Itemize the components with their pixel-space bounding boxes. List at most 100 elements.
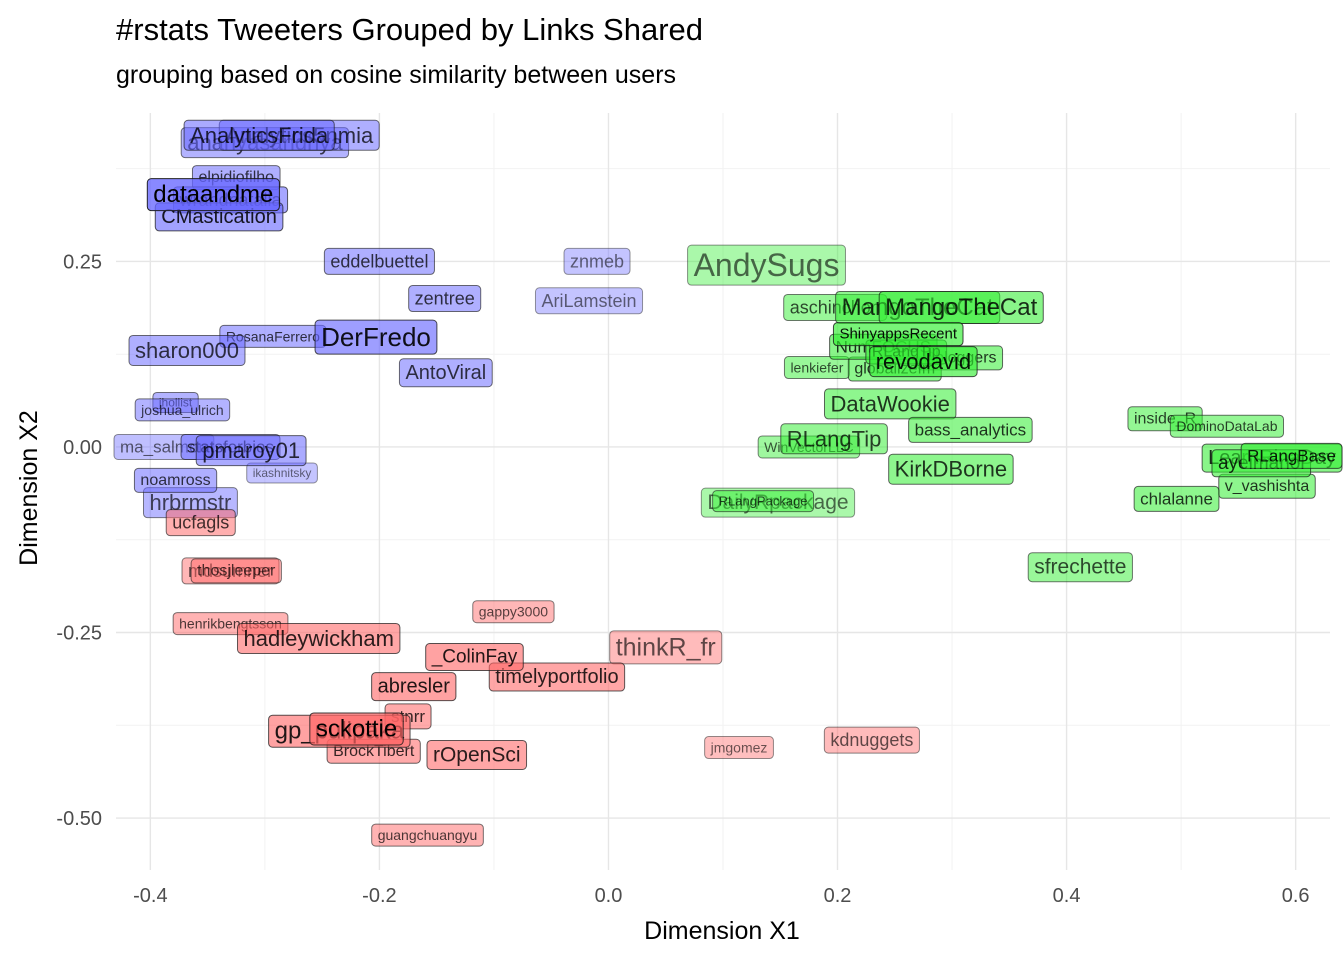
x-axis-title: Dimension X1 (644, 917, 800, 945)
point-label-text: joshua_ulrich (140, 402, 224, 418)
point-label: thinkR_fr (609, 630, 723, 665)
point-label-box (1133, 485, 1220, 512)
point-label-text: pmaroy01 (202, 438, 300, 463)
point-label-text: abresler (378, 676, 451, 698)
point-label: bass_analytics (908, 416, 1033, 443)
point-label-box (823, 726, 920, 754)
point-label: RosanaFerrero (219, 324, 327, 348)
point-label: znmeb (563, 247, 631, 275)
point-label: revodavid (869, 346, 978, 378)
point-label-box (563, 247, 631, 275)
point-label-box (190, 558, 282, 584)
point-label: KirkDBorne (888, 453, 1014, 485)
point-label: chlalanne (1133, 485, 1220, 512)
point-label-box (488, 662, 626, 692)
y-tick-label: 0.25 (63, 251, 102, 273)
point-label: _ColinFay (425, 643, 524, 672)
point-label-text: ShinyappsRecent (839, 326, 957, 343)
point-label-text: KirkDBorne (895, 457, 1007, 482)
point-label-box (700, 487, 856, 518)
point-label-box (780, 423, 888, 455)
point-label: AndySugs (687, 244, 846, 286)
y-axis-title: Dimension X2 (15, 410, 43, 566)
point-label: rOpenSci (426, 739, 528, 770)
point-label-text: bass_analytics (915, 420, 1027, 439)
point-label-text: timelyportfolio (495, 666, 618, 688)
point-label-box (371, 823, 484, 847)
point-label-box (426, 739, 528, 770)
point-label: hadleywickham (237, 622, 401, 654)
point-label: AriLamstein (534, 287, 644, 315)
point-label-box (128, 334, 246, 366)
point-label: kdnuggets (823, 726, 920, 754)
point-label: gappy3000 (472, 600, 555, 624)
point-label: zentree (408, 285, 482, 313)
point-label: AntoViral (398, 358, 493, 388)
x-tick-label: 0.6 (1282, 885, 1310, 907)
point-label-text: CMastication (161, 206, 277, 228)
point-label-text: RLangBase (1247, 446, 1336, 465)
point-label-text: sharon000 (135, 338, 239, 363)
point-label-box (687, 244, 846, 286)
point-label-text: AnalyticsFrida (190, 123, 329, 148)
point-label-text: ikashnitsky (253, 466, 312, 480)
point-label-text: _ColinFay (431, 647, 518, 668)
point-label: noamross (133, 467, 218, 493)
y-tick-label: -0.25 (56, 623, 102, 645)
point-label-box (134, 398, 231, 422)
chart-subtitle: grouping based on cosine similarity betw… (116, 61, 676, 89)
point-label-box (472, 600, 555, 624)
point-label: DataWookie (823, 388, 957, 420)
point-label-text: eddelbuettel (330, 251, 428, 271)
point-label-box (371, 672, 457, 702)
point-label-text: chlalanne (1140, 489, 1213, 508)
point-label: sfrechette (1027, 552, 1133, 583)
point-label-box (195, 435, 307, 467)
point-label-box (146, 178, 280, 212)
point-label-text: sckottie (316, 715, 397, 742)
point-label-text: hadleywickham (244, 626, 394, 651)
point-label-box (832, 322, 964, 347)
point-label-text: AndySugs (694, 247, 840, 283)
point-label: joshua_ulrich (134, 398, 231, 422)
point-label: eddelbuettel (323, 247, 435, 275)
point-label-text: jmgomez (710, 740, 768, 756)
point-label: AnalyticsFrida (183, 119, 335, 151)
point-label: dataandme (146, 178, 280, 212)
point-label-text: revodavid (876, 349, 971, 374)
point-label-text: rOpenSci (433, 743, 521, 766)
point-label-text: thosjleeper (197, 562, 276, 579)
point-label-text: dataandme (153, 181, 273, 208)
point-label-box (712, 490, 815, 513)
point-label-box (609, 630, 723, 665)
point-label-box (181, 557, 280, 585)
point-label-text: RLangTip (787, 426, 882, 451)
point-label-text: guangchuangyu (378, 827, 478, 843)
point-label: ShinyappsRecent (832, 322, 964, 347)
chart-title: #rstats Tweeters Grouped by Links Shared (116, 12, 703, 47)
point-label-text: DerFredo (321, 322, 431, 352)
point-label-box (323, 247, 435, 275)
point-label-text: kdnuggets (830, 730, 913, 750)
point-label: jmgomez (704, 736, 774, 760)
point-label-text: noamross (140, 472, 210, 489)
point-label-box (314, 319, 438, 355)
point-label: pmaroy01 (195, 435, 307, 467)
point-label: mdsumner (181, 557, 280, 585)
point-label-box (152, 391, 199, 413)
x-tick-label: -0.4 (133, 885, 167, 907)
point-label-box (1240, 442, 1343, 469)
point-label-text: thinkR_fr (616, 633, 716, 661)
point-label-text: mdsumner (188, 561, 273, 581)
point-label: sharon000 (128, 334, 246, 366)
point-label: guangchuangyu (371, 823, 484, 847)
point-label: thosjleeper (190, 558, 282, 584)
point-label-box (183, 119, 335, 151)
point-label: v_vashishta (1218, 473, 1316, 499)
point-label-text: v_vashishta (1225, 478, 1310, 495)
x-tick-label: 0.0 (595, 885, 623, 907)
point-label: RLangPackage (712, 490, 815, 513)
point-label-box (165, 509, 236, 537)
point-label-box (1169, 414, 1285, 438)
point-label-text: MangoTheCat (885, 294, 1037, 321)
